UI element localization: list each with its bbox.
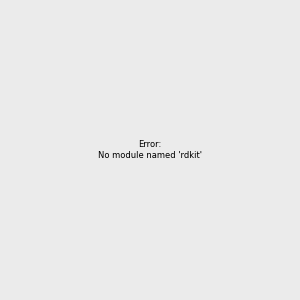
Text: Error:
No module named 'rdkit': Error: No module named 'rdkit' bbox=[98, 140, 202, 160]
